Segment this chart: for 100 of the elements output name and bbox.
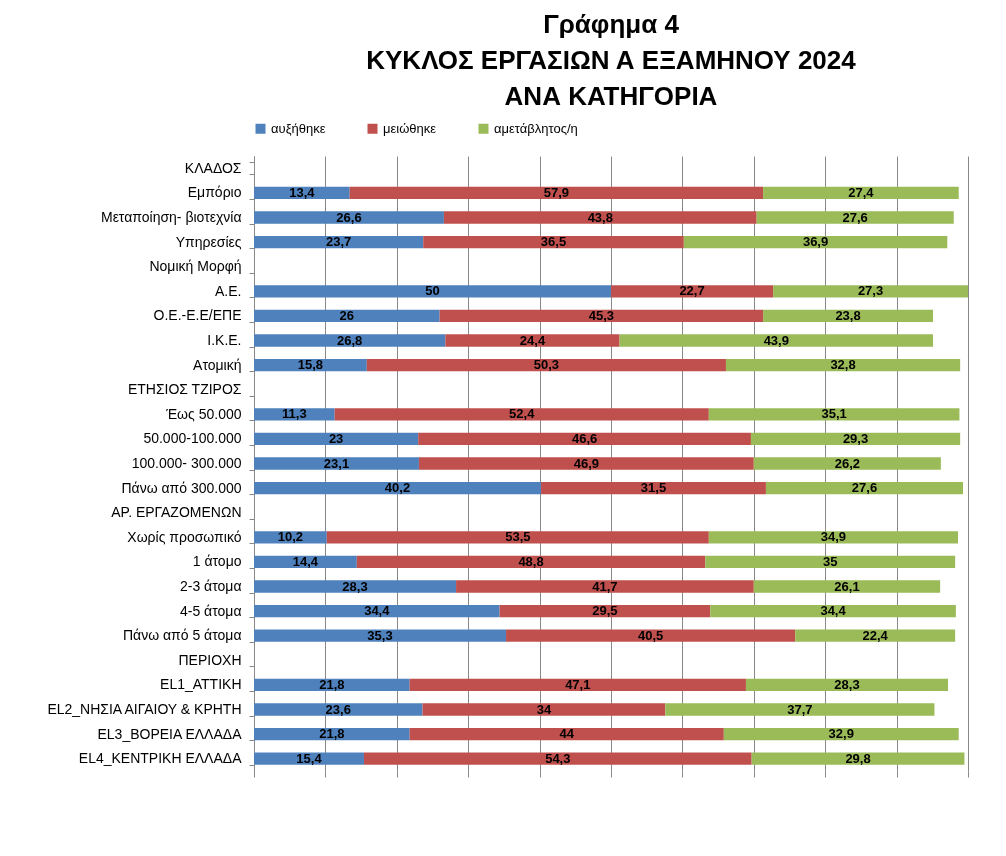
y-tick-label: 100.000- 300.000	[131, 455, 242, 471]
data-label: 22,4	[862, 627, 889, 643]
bar	[254, 580, 457, 593]
text: ΑΝΑ ΚΑΤΗΓΟΡΙΑ	[504, 81, 718, 111]
bar	[254, 211, 444, 224]
data-label: 43,9	[763, 332, 789, 348]
bar	[756, 211, 954, 224]
bar	[723, 727, 959, 741]
bar	[349, 186, 764, 200]
bar	[423, 235, 684, 249]
data-label: 34,4	[820, 603, 847, 619]
y-tick-label: 2-3 άτομα	[180, 578, 242, 594]
y-tick-label: 50.000-100.000	[143, 430, 242, 447]
bar	[254, 678, 410, 692]
data-label: 29,5	[592, 603, 618, 619]
data-label: 41,7	[592, 578, 618, 594]
bar	[443, 211, 757, 224]
y-tick-label: ΑΡ. ΕΡΓΑΖΟΜΕΝΩΝ	[111, 504, 242, 521]
data-label: 32,8	[830, 357, 856, 373]
bar	[456, 580, 754, 593]
legend-label: μειώθηκε	[383, 120, 437, 136]
data-label: 27,6	[842, 209, 868, 225]
bar	[418, 432, 751, 446]
bar	[708, 408, 960, 421]
text: ΚΥΚΛΟΣ ΕΡΓΑΣΙΩΝ Α ΕΞΑΜΗΝΟΥ 2024	[366, 45, 856, 75]
y-tick-label: Ο.Ε.-Ε.Ε/ΕΠΕ	[153, 307, 242, 324]
data-label: 40,5	[637, 627, 664, 643]
y-tick-label: ΚΛΑΔΟΣ	[184, 159, 242, 176]
bar	[254, 309, 440, 323]
bar	[541, 481, 766, 495]
y-tick-label: ΕΤΗΣΙΟΣ ΤΖΙΡΟΣ	[127, 381, 242, 398]
bar	[751, 752, 965, 765]
data-label: 43,8	[587, 209, 613, 225]
bar	[499, 604, 711, 618]
data-label: 45,3	[588, 307, 615, 323]
bar	[439, 309, 764, 323]
bar	[363, 752, 752, 765]
bar	[254, 285, 611, 298]
data-label: 23	[328, 430, 344, 446]
bar	[254, 604, 500, 618]
data-label: 26	[339, 307, 355, 323]
data-label: 46,6	[571, 430, 598, 446]
data-label: 13,4	[289, 184, 316, 200]
data-label: 27,6	[851, 480, 878, 496]
data-label: 24,4	[519, 332, 546, 348]
data-label: 14,4	[292, 553, 319, 569]
bar	[422, 703, 666, 716]
bar	[753, 457, 941, 470]
bar	[254, 629, 507, 642]
bar	[750, 432, 961, 446]
data-label: 50,3	[533, 357, 560, 373]
data-label: 26,1	[834, 578, 860, 594]
data-label: 27,4	[848, 184, 875, 200]
bar	[765, 481, 963, 495]
data-label: 57,9	[543, 184, 570, 200]
y-tick-label: 4-5 άτομα	[180, 602, 242, 619]
data-label: 28,3	[342, 578, 368, 594]
y-tick-label: ΠΕΡΙΟΧΗ	[178, 651, 242, 668]
legend-label: αυξήθηκε	[271, 120, 326, 136]
bar	[705, 555, 956, 569]
data-label: 21,8	[319, 676, 345, 692]
data-label: 47,1	[565, 676, 591, 692]
data-label: 35,1	[821, 406, 847, 422]
y-tick-label: Πάνω από 5 άτομα	[122, 627, 242, 644]
data-label: 54,3	[545, 750, 571, 766]
bar	[254, 235, 424, 249]
y-tick-label: Ατομική	[193, 356, 242, 373]
data-label: 10,2	[277, 529, 304, 545]
data-label: 40,2	[384, 480, 411, 496]
data-label: 48,8	[518, 553, 544, 569]
bar	[356, 555, 706, 569]
bar	[334, 408, 709, 421]
bar	[254, 727, 410, 741]
data-label: 37,7	[787, 701, 813, 717]
bar	[745, 678, 949, 692]
bar	[611, 285, 774, 298]
data-label: 35	[822, 553, 838, 569]
legend-label: αμετάβλητος/η	[494, 120, 578, 136]
data-label: 27,3	[857, 283, 884, 299]
bar	[254, 703, 423, 716]
y-tick-label: Χωρίς προσωπικό	[127, 528, 242, 545]
y-tick-label: Πάνω από 300.000	[121, 479, 242, 496]
bar	[254, 481, 542, 495]
data-label: 26,8	[337, 332, 363, 348]
data-label: 23,6	[325, 701, 351, 717]
data-label: 29,8	[845, 750, 871, 766]
bar	[683, 235, 948, 249]
data-label: 31,5	[640, 480, 667, 496]
data-label: 44	[559, 726, 575, 742]
y-tick-label: Εμπόριο	[187, 184, 242, 201]
data-label: 32,9	[828, 726, 854, 742]
data-label: 23,1	[323, 455, 350, 471]
bar	[254, 334, 446, 347]
bar	[254, 457, 419, 470]
y-tick-label: EL2_ΝΗΣΙΑ ΑΙΓΑΙΟΥ & ΚΡΗΤΗ	[47, 701, 242, 717]
bar	[763, 186, 959, 200]
y-tick-label: Έως 50.000	[165, 405, 242, 422]
data-label: 22,7	[679, 283, 705, 299]
data-label: 28,3	[834, 676, 860, 692]
data-label: 29,3	[842, 430, 869, 446]
